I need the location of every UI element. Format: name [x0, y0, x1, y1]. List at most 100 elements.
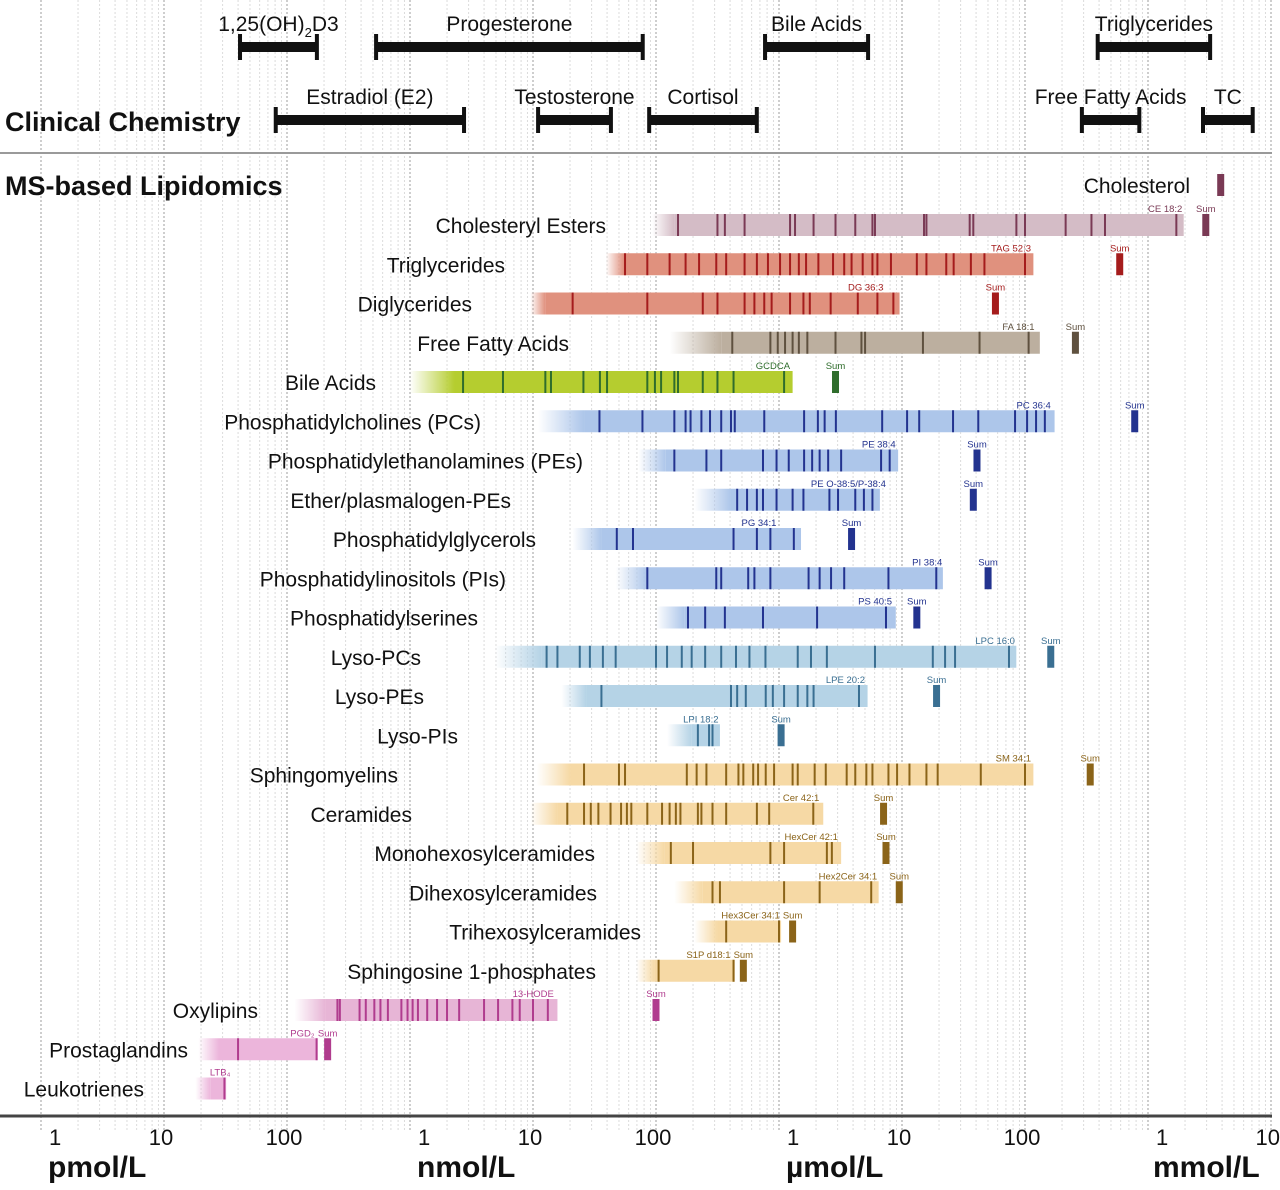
species-tick	[743, 214, 746, 236]
species-tick	[1007, 645, 1010, 668]
sum-mark	[1071, 331, 1079, 354]
species-tick	[816, 410, 819, 433]
species-tick	[511, 999, 514, 1021]
class-label: Cholesterol	[1084, 175, 1190, 198]
top-species-label: LPI 18:2	[683, 714, 718, 725]
label-text: Triglycerides	[1095, 13, 1213, 36]
top-species-label: Hex3Cer 34:1	[721, 911, 780, 922]
range-fade	[605, 253, 625, 276]
lipid-class-row: Ether/plasmalogen-PEs PE O-38:5/P-38:4 Sum	[290, 479, 983, 513]
species-tick	[825, 842, 828, 864]
species-tick	[704, 645, 707, 668]
lipid-class-row: Lyso-PCs LPC 16:0 Sum	[331, 636, 1061, 670]
species-tick	[757, 763, 760, 786]
species-tick	[598, 410, 601, 433]
species-tick	[1024, 763, 1026, 786]
label-text: Bile Acids	[771, 13, 862, 36]
species-tick	[646, 567, 649, 590]
species-tick	[881, 410, 884, 433]
sum-mark	[789, 920, 797, 943]
top-species-label: 13-HODE	[513, 989, 554, 1000]
species-tick	[725, 920, 728, 943]
species-tick	[755, 528, 758, 550]
species-tick	[338, 999, 341, 1021]
species-tick	[797, 253, 800, 276]
species-tick	[483, 999, 486, 1021]
species-tick	[1064, 214, 1067, 236]
species-tick	[783, 371, 786, 393]
clinical-range: Estradiol (E2)	[273, 86, 467, 133]
species-tick	[720, 410, 723, 433]
species-tick	[1026, 410, 1029, 433]
species-tick	[617, 763, 620, 786]
sum-label: Sum	[1066, 322, 1086, 333]
range-bar	[1081, 115, 1140, 125]
species-tick	[723, 606, 726, 629]
range-cap-min	[647, 107, 652, 133]
species-tick	[364, 999, 367, 1021]
species-tick	[887, 763, 890, 786]
species-tick	[685, 763, 688, 786]
species-tick	[808, 292, 811, 315]
species-tick	[830, 567, 833, 590]
class-label: Phosphatidylinositols (PIs)	[260, 568, 506, 591]
species-tick	[802, 488, 805, 511]
species-tick	[583, 802, 586, 825]
species-tick	[773, 763, 776, 786]
top-species-label: TAG 52:3	[991, 243, 1031, 254]
lipid-class-row: Diglycerides DG 36:3 Sum	[358, 283, 1006, 317]
species-tick	[769, 331, 772, 354]
sum-label: Sum	[842, 518, 862, 529]
species-tick	[624, 253, 627, 276]
class-label: Free Fatty Acids	[417, 333, 569, 356]
species-tick	[818, 881, 821, 904]
top-species-label: PS 40:5	[858, 597, 892, 608]
species-tick	[674, 802, 677, 825]
range-bar	[545, 292, 900, 315]
range-cap-max	[1208, 34, 1213, 60]
range-bar	[219, 1038, 318, 1061]
species-tick	[876, 253, 879, 276]
species-tick	[589, 802, 592, 825]
class-label: Sphingosine 1-phosphates	[347, 961, 596, 984]
sum-mark	[984, 567, 992, 590]
range-cap-max	[1250, 107, 1255, 133]
species-tick	[600, 685, 603, 707]
species-tick	[731, 331, 734, 354]
species-tick	[601, 645, 604, 668]
range-bar	[325, 999, 558, 1021]
sum-label: Sum	[1041, 636, 1061, 647]
sum-label: Sum	[964, 479, 984, 490]
species-tick	[315, 1038, 318, 1061]
class-label: Dihexosylceramides	[409, 882, 597, 905]
species-tick	[379, 999, 382, 1021]
class-label: Bile Acids	[285, 372, 376, 395]
species-tick	[779, 253, 782, 276]
range-bar	[765, 42, 869, 52]
range-cap-min	[1201, 107, 1206, 133]
species-tick	[747, 567, 750, 590]
species-tick	[696, 724, 699, 747]
species-tick	[784, 331, 787, 354]
species-tick	[977, 410, 980, 433]
species-tick	[1024, 214, 1026, 236]
species-tick	[809, 645, 812, 668]
species-tick	[870, 881, 873, 904]
x-tick-label: 10	[887, 1125, 911, 1150]
species-tick	[813, 763, 816, 786]
species-tick	[677, 214, 680, 236]
species-tick	[783, 685, 786, 707]
lipid-class-row: Dihexosylceramides Hex2Cer 34:1 Sum	[409, 871, 909, 905]
species-tick	[832, 253, 835, 276]
species-tick	[818, 567, 821, 590]
species-tick	[775, 449, 778, 472]
x-tick-label: 100	[266, 1125, 303, 1150]
range-bar	[541, 645, 1017, 668]
species-tick	[889, 253, 892, 276]
species-tick	[700, 410, 703, 433]
species-tick	[609, 802, 612, 825]
class-label: Phosphatidylcholines (PCs)	[224, 411, 481, 434]
species-tick	[923, 214, 926, 236]
range-bar	[702, 881, 879, 904]
species-tick	[861, 253, 864, 276]
